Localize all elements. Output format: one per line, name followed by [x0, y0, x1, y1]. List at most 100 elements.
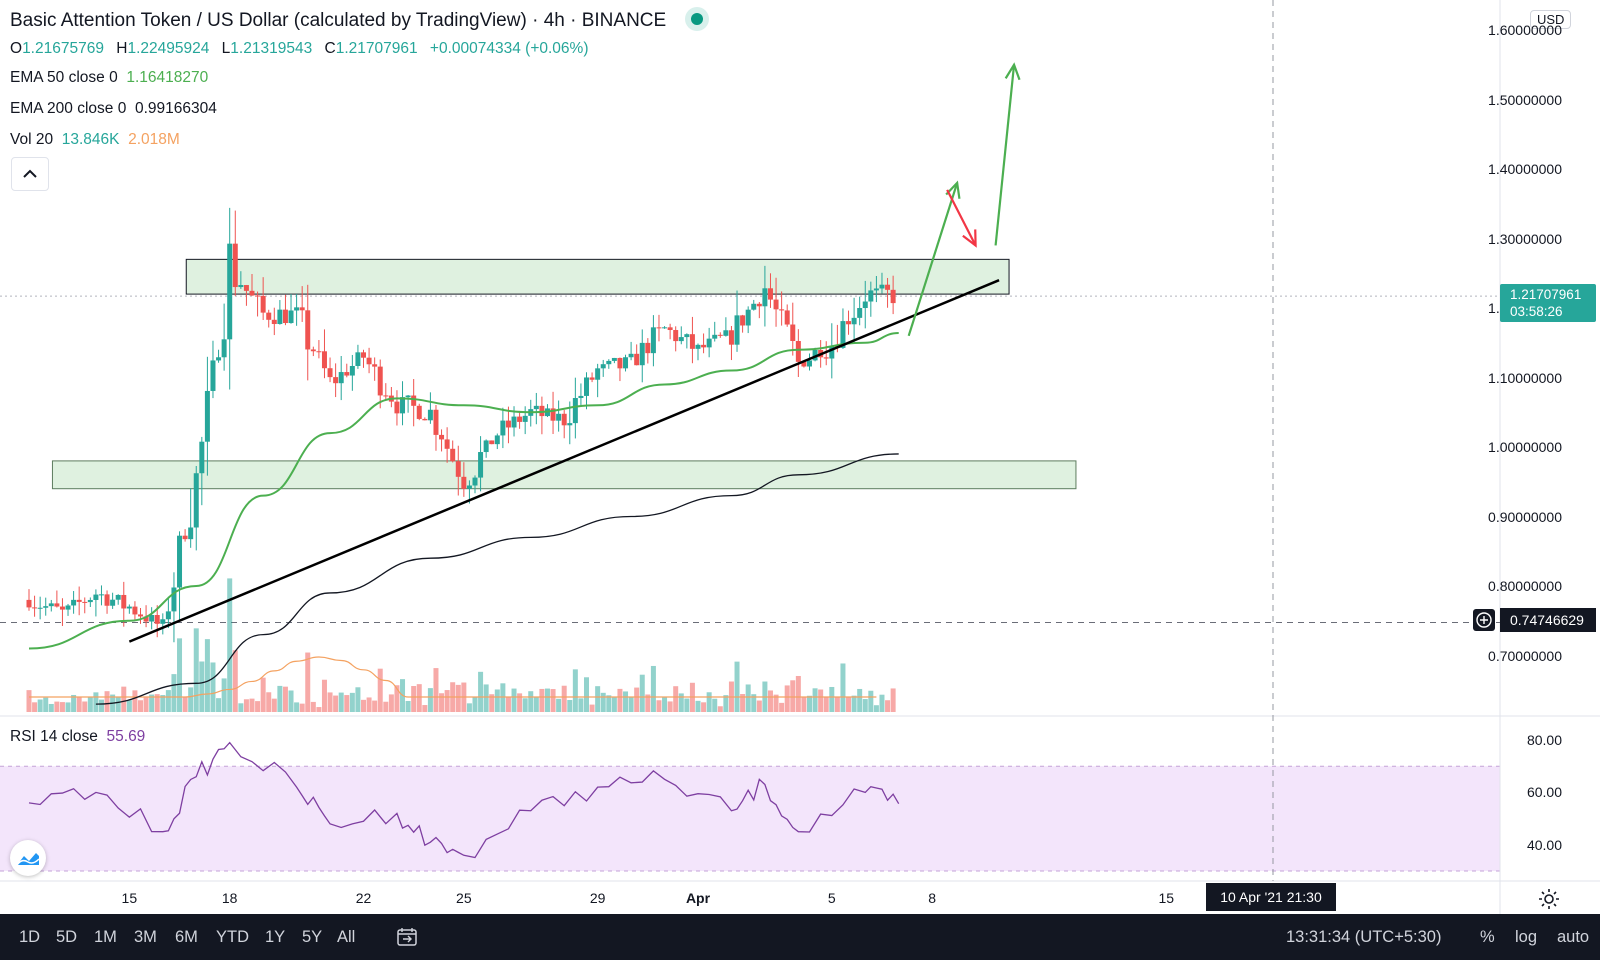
price-tick-label: 1.10000000: [1488, 369, 1562, 386]
volume-bar: [455, 684, 461, 712]
candle-body: [611, 357, 617, 361]
candle-body: [790, 324, 796, 342]
candle-body: [26, 599, 32, 608]
candle-body: [121, 594, 127, 609]
candle-body: [394, 401, 400, 414]
timeframe-button[interactable]: 1D: [19, 928, 41, 946]
ema50-legend[interactable]: EMA 50 close 0 1.16418270: [10, 69, 208, 87]
candle-body: [779, 309, 785, 311]
clock-time[interactable]: 13:31:34 (UTC+5:30): [1286, 928, 1442, 946]
candle-body: [522, 415, 528, 422]
timeframe-button[interactable]: 3M: [134, 928, 157, 946]
timeframe-button[interactable]: 5D: [56, 928, 78, 946]
volume-bar: [288, 690, 294, 712]
candle-body: [327, 368, 333, 378]
candle-body: [701, 344, 707, 348]
candle-body: [494, 435, 500, 445]
ema50-value: 1.16418270: [126, 69, 209, 86]
timeframe-button[interactable]: 5Y: [302, 928, 323, 946]
volume-ma-value: 2.018M: [128, 131, 180, 148]
ema200-label: EMA 200 close 0: [10, 100, 127, 117]
volume-bar: [388, 694, 394, 712]
volume-bar: [361, 699, 366, 712]
ema50-label: EMA 50 close 0: [10, 69, 118, 86]
time-tick-label: Apr: [685, 890, 711, 906]
volume-bar: [355, 687, 361, 712]
volume-bar: [199, 661, 205, 712]
log-toggle[interactable]: log: [1515, 928, 1538, 946]
open-label: O: [10, 40, 23, 57]
candle-body: [260, 295, 266, 313]
volume-bar: [305, 652, 311, 712]
volume-bar: [851, 695, 857, 712]
candle-body: [355, 352, 361, 366]
ema50-line: [28, 332, 899, 650]
projection-arrowhead: [962, 229, 977, 248]
volume-bar: [249, 698, 255, 712]
volume-bar: [834, 697, 840, 712]
candle-body: [427, 409, 433, 421]
volume-bar: [767, 690, 773, 712]
volume-bar: [745, 684, 751, 712]
candle-body: [801, 361, 807, 367]
rsi-legend[interactable]: RSI 14 close 55.69: [10, 728, 145, 746]
symbol-title[interactable]: Basic Attention Token / US Dollar (calcu…: [10, 10, 704, 32]
volume-bar: [243, 699, 249, 712]
date-range-icon[interactable]: [396, 927, 418, 947]
volume-bar: [511, 688, 517, 712]
timeframe-button[interactable]: 1Y: [265, 928, 286, 946]
auto-toggle[interactable]: auto: [1557, 928, 1590, 946]
interval-label: 4h: [543, 10, 565, 31]
settings-gear-icon[interactable]: [1536, 886, 1562, 912]
currency-button[interactable]: USD: [1530, 10, 1572, 29]
collapse-legend-button[interactable]: [11, 157, 49, 191]
candle-body: [511, 416, 517, 428]
volume-bar: [65, 702, 71, 712]
timeframe-button[interactable]: All: [337, 928, 356, 946]
add-alert-plus-icon[interactable]: [1473, 609, 1495, 631]
candle-body: [628, 353, 634, 358]
volume-bar: [756, 700, 762, 712]
volume-bar: [344, 695, 350, 712]
volume-bar: [561, 685, 567, 712]
candle-body: [277, 309, 283, 325]
volume-value: 13.846K: [61, 131, 120, 148]
exchange-label: BINANCE: [581, 10, 667, 31]
market-status-icon: [691, 12, 704, 25]
volume-bar: [572, 669, 578, 712]
rsi-tick-label: 60.00: [1526, 784, 1562, 801]
timeframe-button[interactable]: 6M: [175, 928, 198, 946]
candle-body: [572, 398, 578, 424]
candle-body: [617, 357, 623, 369]
candle-body: [433, 409, 439, 435]
volume-ma-line: [28, 656, 877, 698]
candle-body: [48, 603, 54, 607]
rsi-value: 55.69: [106, 728, 146, 745]
candle-body: [751, 303, 757, 310]
candle-body: [288, 310, 294, 324]
candle-body: [745, 309, 751, 326]
volume-bar: [43, 697, 49, 712]
ema200-legend[interactable]: EMA 200 close 0 0.99166304: [10, 100, 217, 118]
timeframe-button[interactable]: YTD: [216, 928, 249, 946]
volume-bar: [266, 692, 272, 712]
candle-body: [416, 405, 422, 419]
candle-body: [87, 599, 93, 603]
price-chart[interactable]: [0, 0, 1600, 914]
percent-toggle[interactable]: %: [1480, 928, 1495, 946]
support-resistance-zone: [51, 460, 1077, 490]
candle-body: [461, 476, 467, 489]
tradingview-logo-icon[interactable]: [10, 840, 46, 876]
volume-bar: [846, 697, 852, 712]
change-value: +0.00074334 (+0.06%): [429, 40, 589, 57]
candle-body: [160, 619, 166, 624]
volume-bar: [706, 692, 712, 712]
volume-bar: [327, 692, 333, 712]
timeframe-button[interactable]: 1M: [94, 928, 117, 946]
volume-legend[interactable]: Vol 20 13.846K 2.018M: [10, 131, 180, 149]
low-label: L: [221, 40, 231, 57]
candle-body: [584, 377, 589, 396]
crosshair-price-tag: 0.74746629: [1500, 608, 1596, 632]
close-value: 1.21707961: [335, 40, 418, 57]
candle-body: [767, 288, 773, 300]
